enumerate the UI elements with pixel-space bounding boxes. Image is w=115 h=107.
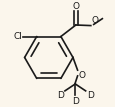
Text: O: O [72, 2, 79, 11]
Text: D: D [71, 97, 78, 106]
Text: Cl: Cl [13, 32, 22, 41]
Text: D: D [56, 91, 63, 100]
Text: D: D [86, 91, 93, 100]
Text: O: O [78, 71, 84, 80]
Text: O: O [91, 16, 98, 25]
